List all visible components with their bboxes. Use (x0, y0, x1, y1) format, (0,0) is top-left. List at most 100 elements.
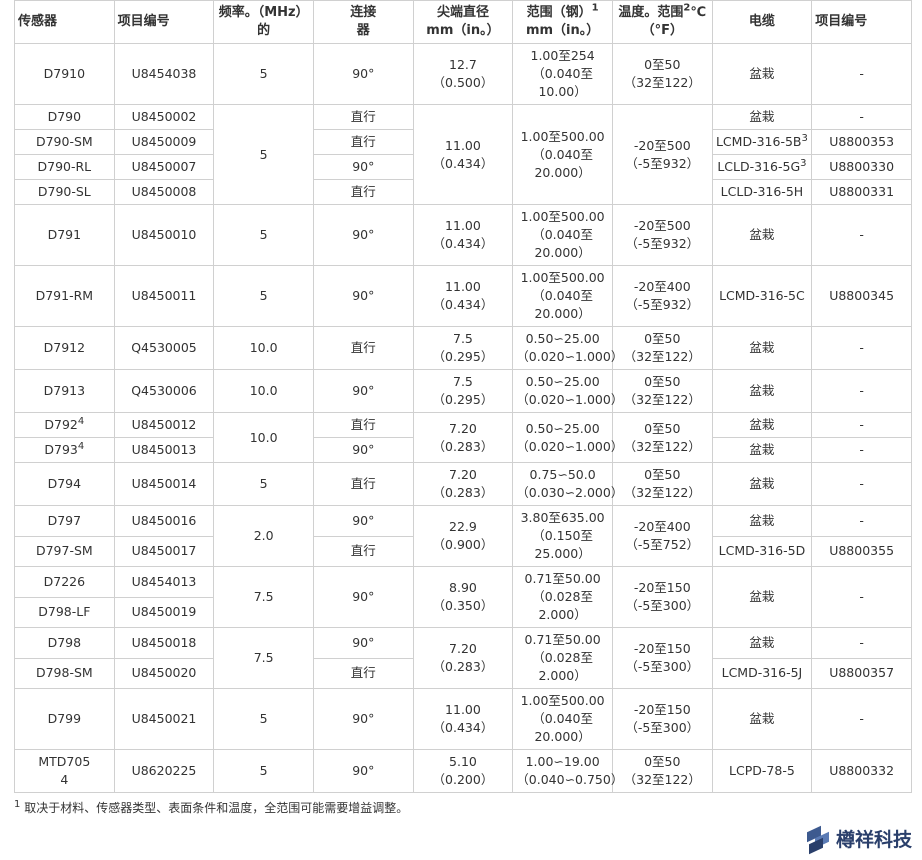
cell-cable-item-number: - (811, 412, 912, 438)
cell-range: 1.00至500.00 （0.040至20.000） (512, 204, 613, 266)
cell-sensor: D7912 (14, 326, 115, 370)
cell-text: 10.0 (249, 429, 278, 445)
cell-text: U8450018 (131, 634, 197, 650)
cell-text: （-5至932） (625, 236, 700, 251)
cell-text: D794 (47, 476, 82, 491)
cell-sensor: D797-SM (14, 535, 115, 567)
cell-range: 1.00∽19.00 （0.040∽0.750） (512, 749, 623, 793)
cell-range: 1.00至500.00 （0.040至20.000） (512, 688, 613, 750)
cell-text: 5 (259, 711, 268, 726)
cell-text: （32至122） (623, 75, 701, 90)
cell-text: （32至122） (623, 349, 701, 364)
cell-connector: 90° (312, 265, 414, 327)
cell-cable-item-number: U8800332 (811, 749, 912, 793)
cell-text: （0.295） (432, 349, 494, 364)
table-row: D798-LF U8450019 (14, 596, 912, 628)
cell-text: -20至150 (633, 702, 691, 717)
cell-text: 7.20 (449, 467, 477, 482)
cell-text: 直行 (350, 184, 376, 199)
cell-text: 项目编号 (815, 14, 868, 29)
cell-text: 范围（钢） (526, 5, 592, 20)
cell-text: D798 (47, 634, 82, 650)
cell-text: U8800353 (829, 134, 895, 149)
cell-text: 1.00至500.00 (520, 128, 605, 144)
cell-range: 0.75∽50.0 （0.030∽2.000） (512, 462, 623, 506)
cell-item-number: U8620225 (113, 749, 215, 793)
cell-connector: 直行 (312, 657, 414, 689)
cell-text: U8450019 (131, 604, 197, 620)
cell-text: 直行 (350, 134, 376, 149)
cell-tip-diameter: 5.10 （0.200） (412, 749, 514, 793)
cell-text: - (859, 711, 864, 726)
cell-text: 5 (259, 227, 268, 242)
cell-text: 3.80至635.00 (520, 510, 605, 525)
cell-text: U8450014 (131, 476, 197, 491)
cell-range: 1.00至500.00 （0.040至20.000） (512, 265, 613, 327)
cell-sensor: MTD705 4 (14, 749, 115, 793)
cell-text: U8450016 (131, 512, 197, 528)
cell-item-number: U8450012 (113, 412, 215, 438)
cell-connector: 90° (312, 154, 414, 180)
table-row: D790 U8450002 5 直行 11.00 （0.434） 1.00至500.00 （0… (14, 104, 912, 205)
cell-connector: 直行 (312, 129, 414, 155)
cell-item-number: U8450021 (113, 688, 215, 750)
cell-item-number: U8450019 (113, 596, 215, 628)
header-tip-diameter: 尖端直径 mm（in。） (412, 0, 514, 44)
cell-text: （0.040至20.000） (532, 288, 593, 321)
table-row: D790-SM U8450009 直行 LCMD-316-5B3 U8800353 (14, 129, 912, 155)
cell-sensor: D798-SM (14, 657, 115, 689)
cell-text: - (859, 442, 864, 457)
table-row: D797-SM U8450017 直行 LCMD-316-5D U8800355 (14, 535, 912, 567)
table-row: MTD705 4 U8620225 5 90° 5.10 （0.200） 1.00∽19.00… (14, 749, 912, 793)
cell-temperature: 0至50 （32至122） (611, 749, 713, 793)
cell-text: 盆栽 (749, 512, 775, 528)
cell-text: 盆栽 (749, 340, 775, 355)
cell-connector: 90° (312, 688, 414, 750)
cell-text: - (859, 340, 864, 355)
cell-text: （0.020∽1.000） (516, 438, 624, 454)
cell-cable-item-number: U8800355 (811, 535, 912, 567)
footnote-text: 取决于材料、传感器类型、表面条件和温度，全范围可能需要增益调整。 (24, 801, 409, 815)
cell-sensor: D798-LF (14, 596, 115, 628)
cell-temperature: -20至150 （-5至300） (611, 627, 713, 689)
table-row: D7226 U8454013 7.5 90° 8.90 （0.350） 0.71至50.00… (14, 566, 912, 628)
cell-temperature: 0至50 （32至122） (611, 326, 713, 370)
cell-text: （0.500） (432, 75, 494, 90)
cell-sensor: D7924 (14, 412, 115, 438)
cell-text: （0.040∽0.750） (516, 772, 624, 787)
cell-text: U8454038 (131, 66, 197, 81)
cell-range: 0.71至50.00 （0.028至2.000） (512, 627, 613, 689)
cell-text: 盆栽 (749, 66, 775, 81)
cell-item-number: U8450013 (113, 437, 215, 463)
cell-text: D797 (47, 512, 82, 528)
header-sensor: 传感器 (14, 0, 115, 44)
header-cable-item-number: 项目编号 (811, 0, 912, 44)
cell-tip-diameter: 8.90 （0.350） (412, 566, 514, 628)
cell-temperature: 0至50 （32至122） (611, 369, 713, 413)
unit-symbol: ℃ (690, 5, 707, 20)
cell-cable-item-number: U8800330 (811, 154, 912, 180)
table-row: D798 U8450018 7.5 90° 7.20 （0.283） 0.71至50.00 （… (14, 627, 912, 689)
cell-text: U8800355 (829, 543, 895, 559)
cell-tip-diameter: 7.20 （0.283） (412, 412, 514, 463)
cell-frequency: 10.0 (213, 412, 314, 463)
cell-text: 的 (257, 23, 271, 38)
cell-text: mm（in。） (525, 23, 600, 38)
cell-text: 0.50∽25.00 (525, 331, 600, 346)
cell-text: U8620225 (131, 763, 197, 778)
cell-connector: 直行 (312, 179, 414, 205)
footnote-ref: 4 (77, 440, 85, 452)
logo-text: 樽祥科技 (835, 828, 912, 851)
cell-text: 5 (259, 288, 268, 303)
cell-text: U8800357 (829, 665, 895, 681)
cell-text: （32至122） (623, 485, 701, 500)
cell-text: D790-SL (37, 184, 91, 199)
cell-text: -20至500 (633, 218, 691, 233)
cell-text: 7.5 (253, 589, 274, 604)
cell-temperature: -20至150 （-5至300） (611, 566, 713, 628)
cell-item-number: U8450020 (113, 657, 215, 689)
cell-text: MTD705 (38, 754, 91, 769)
table-row: D791-RM U8450011 5 90° 11.00 （0.434） 1.00至500.… (14, 265, 912, 327)
cell-text: 直行 (350, 109, 376, 124)
cell-text: U8450013 (131, 442, 197, 457)
